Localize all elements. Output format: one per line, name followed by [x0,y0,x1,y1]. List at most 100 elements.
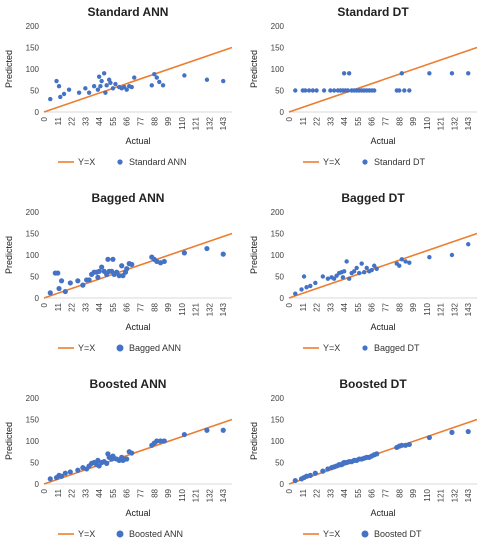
y-tick-label: 150 [271,416,285,425]
data-point [95,274,101,280]
legend-marker-swatch [117,159,123,165]
data-point [399,257,404,262]
data-point [321,88,327,93]
data-point [76,90,82,95]
data-point [299,287,304,292]
x-tick-label: 88 [150,488,159,497]
data-point [313,280,318,286]
data-point [204,245,210,252]
x-tick-label: 44 [340,116,349,125]
data-point [101,71,107,76]
data-point [449,429,455,435]
data-point [62,288,68,295]
chart-title: Boosted DT [339,377,407,391]
x-tick-label: 121 [437,488,446,502]
bagged-ann-panel: Bagged ANN 0 50 100 150 200 0 11 22 33 44 55 66 77 88 9… [0,186,240,366]
data-point [307,472,313,478]
y-tick-label: 0 [35,294,40,303]
x-tick-label: 77 [137,302,146,311]
data-point [320,274,326,279]
legend-label-series: Boosted DT [374,529,422,539]
x-tick-label: 11 [54,116,63,125]
x-tick-label: 33 [81,302,90,311]
x-tick-label: 110 [423,302,432,315]
x-tick-label: 22 [68,116,77,125]
x-tick-label: 132 [450,116,459,130]
y-axis-label: Predicted [249,50,259,88]
data-point [124,87,129,92]
x-tick-label: 132 [205,116,214,130]
reference-line-y-equals-x [43,418,233,485]
y-tick-label: 200 [26,208,40,217]
data-point [152,71,157,77]
data-point [407,88,412,93]
data-point [119,263,125,269]
data-point [62,470,68,476]
data-point [157,438,164,444]
x-tick-label: 88 [395,302,404,311]
standard-dt-chart: Standard DT 0 50 100 150 200 0 11 22 33 44 55 66 77 88… [249,5,478,167]
data-point [449,252,455,258]
y-tick-label: 100 [271,251,285,260]
x-tick-label: 44 [340,302,349,311]
y-tick-label: 150 [271,44,285,53]
x-tick-label: 0 [40,488,49,493]
x-tick-label: 121 [192,302,201,316]
x-tick-label: 22 [313,488,322,497]
data-point [55,270,61,276]
x-tick-label: 99 [409,488,418,497]
y-tick-label: 100 [271,437,285,446]
data-point [204,77,210,82]
data-point [372,263,377,268]
data-point [181,431,187,438]
x-tick-label: 143 [464,302,473,316]
boosted-ann-panel: Boosted ANN 0 50 100 150 200 0 11 22 33 44 55 66 77 88… [0,372,240,552]
x-tick-label: 66 [368,488,377,497]
data-point [427,71,432,76]
data-point [331,276,337,281]
data-point [301,274,307,279]
data-point [105,256,111,262]
x-axis-label: Actual [125,136,150,146]
data-point [407,260,412,265]
data-point [466,71,471,76]
x-axis-label: Actual [125,322,150,332]
data-point [426,434,432,441]
legend-marker-swatch [362,159,368,165]
data-point [369,267,374,273]
x-tick-label: 22 [313,116,322,125]
x-tick-label: 0 [285,116,294,121]
y-tick-label: 50 [275,273,284,282]
chart-title: Bagged ANN [92,191,165,205]
data-point [308,283,313,289]
data-point [58,94,63,100]
x-tick-label: 22 [68,488,77,497]
data-point [399,442,405,448]
data-point [103,90,108,95]
data-point [91,84,97,89]
data-point [181,250,187,256]
x-tick-label: 110 [423,488,432,501]
chart-title: Bagged DT [341,191,405,205]
x-tick-label: 11 [299,488,308,497]
data-point [58,278,65,284]
data-point [99,78,104,84]
data-point [465,428,471,435]
data-point [351,269,357,274]
data-point [113,81,118,87]
x-tick-label: 55 [354,116,363,125]
y-tick-label: 100 [26,65,40,74]
reference-line-y-equals-x [43,232,233,299]
data-point [66,87,72,92]
y-tick-label: 150 [26,416,40,425]
legend-marker-swatch [361,530,369,538]
boosted-dt-panel: Boosted DT 0 50 100 150 200 0 11 22 33 44 55 66 77 88 9… [245,372,485,552]
x-tick-label: 99 [164,488,173,497]
y-tick-label: 0 [280,480,285,489]
data-point [341,269,347,274]
x-tick-label: 22 [313,302,322,311]
y-tick-label: 100 [271,65,285,74]
data-point [96,268,102,274]
data-point [346,71,352,76]
